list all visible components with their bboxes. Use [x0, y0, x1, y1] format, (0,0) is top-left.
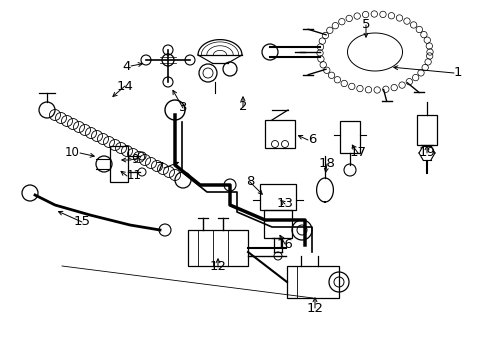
Text: 13: 13 [276, 198, 293, 211]
Text: 11: 11 [127, 170, 142, 183]
Text: 9: 9 [131, 153, 138, 166]
Text: 1: 1 [453, 67, 462, 80]
Bar [260, 184, 295, 210]
Text: 19: 19 [418, 147, 434, 159]
Text: 14: 14 [116, 80, 133, 93]
Text: 16: 16 [276, 238, 293, 251]
Bar [264, 210, 291, 238]
Bar [187, 230, 247, 266]
Bar [416, 115, 436, 145]
Text: 7: 7 [155, 162, 163, 175]
Text: 3: 3 [179, 102, 187, 114]
Bar [339, 121, 359, 153]
Text: 10: 10 [65, 147, 80, 159]
Text: 6: 6 [307, 134, 316, 147]
Text: 12: 12 [306, 301, 323, 315]
Text: 12: 12 [209, 261, 226, 274]
Text: 8: 8 [245, 175, 254, 189]
Text: 17: 17 [349, 147, 366, 159]
Text: 5: 5 [361, 18, 369, 31]
Text: 18: 18 [318, 157, 335, 171]
Text: 15: 15 [73, 216, 90, 229]
Bar [110, 146, 128, 182]
Text: 2: 2 [238, 100, 247, 113]
Text: 4: 4 [122, 59, 131, 72]
Bar [264, 120, 294, 148]
Bar [286, 266, 338, 298]
